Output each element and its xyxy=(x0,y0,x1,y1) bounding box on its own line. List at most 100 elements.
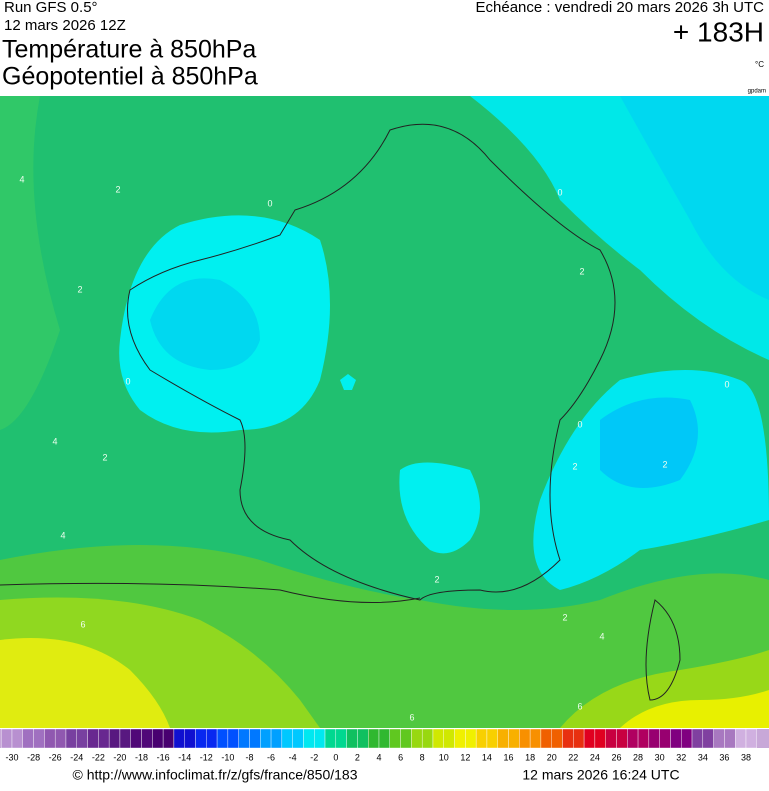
colorbar-label: 10 xyxy=(439,752,449,762)
colorbar-cell xyxy=(594,728,606,749)
colorbar-cell xyxy=(368,728,380,749)
colorbar-label: -2 xyxy=(310,752,318,762)
colorbar-cell xyxy=(1,728,13,749)
colorbar-cell xyxy=(65,728,77,749)
colorbar-label: 30 xyxy=(655,752,665,762)
credit: gpdam xyxy=(748,89,766,95)
colorbar-label: 8 xyxy=(420,752,425,762)
colorbar-cell xyxy=(670,728,682,749)
colorbar-cell xyxy=(281,728,293,749)
colorbar-cell xyxy=(421,728,434,749)
colorbar-cell xyxy=(141,728,153,749)
colorbar-label: 14 xyxy=(482,752,492,762)
colorbar-label: 16 xyxy=(504,752,514,762)
colorbar-cell xyxy=(260,728,272,749)
contour-label: 2 xyxy=(77,284,82,294)
colorbar-cell xyxy=(681,728,693,749)
colorbar-cell xyxy=(173,728,185,749)
colorbar-cell xyxy=(44,728,56,749)
colorbar-cell xyxy=(529,728,542,749)
lead-time: + 183H xyxy=(673,16,764,47)
colorbar-cell xyxy=(162,728,175,749)
colorbar-label: -10 xyxy=(221,752,234,762)
colorbar-cell xyxy=(324,728,337,749)
colorbar-label: -26 xyxy=(49,752,62,762)
colorbar-cell xyxy=(573,728,585,749)
contour-label: 4 xyxy=(19,174,24,184)
colorbar-label: 34 xyxy=(698,752,708,762)
colorbar-cell xyxy=(713,728,725,749)
url: © http://www.infoclimat.fr/z/gfs/france/… xyxy=(73,767,358,783)
contour-label: 2 xyxy=(572,461,577,471)
colorbar-cell xyxy=(227,728,239,749)
colorbar-cell xyxy=(108,728,121,749)
colorbar-cell xyxy=(238,728,250,749)
contour-label: 6 xyxy=(409,712,414,722)
colorbar-cell xyxy=(389,728,401,749)
colorbar-cell xyxy=(130,728,142,749)
colorbar-label: -20 xyxy=(113,752,126,762)
colorbar-cell xyxy=(22,728,34,749)
contour-label: 0 xyxy=(577,419,582,429)
colorbar-cell xyxy=(411,728,423,749)
colorbar-cell xyxy=(346,728,358,749)
colorbar-label: 0 xyxy=(333,752,338,762)
colorbar-label: 36 xyxy=(719,752,729,762)
colorbar-label: -4 xyxy=(289,752,297,762)
colorbar-label: 20 xyxy=(547,752,557,762)
colorbar-cell xyxy=(702,728,714,749)
colorbar-cell xyxy=(508,728,520,749)
colorbar-cell xyxy=(378,728,390,749)
colorbar-cell xyxy=(432,728,444,749)
colorbar-cell xyxy=(98,728,110,749)
colorbar-cell xyxy=(627,728,639,749)
contour-labels: 4 2 0 2 0 2 0 2 0 2 0 2 4 2 4 6 6 2 4 6 xyxy=(19,174,729,722)
colorbar-label: 12 xyxy=(460,752,470,762)
contour-label: 2 xyxy=(562,612,567,622)
colorbar-cell xyxy=(33,728,45,749)
contour-label: 4 xyxy=(60,530,65,540)
valid-time: Echéance : vendredi 20 mars 2026 3h UTC xyxy=(476,0,765,16)
colorbar-label: -24 xyxy=(70,752,83,762)
colorbar-cell xyxy=(745,728,757,749)
colorbar-label: 28 xyxy=(633,752,643,762)
contour-label: 4 xyxy=(52,436,57,446)
unit: °C xyxy=(755,60,764,69)
colorbar-cell xyxy=(637,728,650,749)
colorbar-label: -14 xyxy=(178,752,191,762)
contour-label: 0 xyxy=(267,198,272,208)
colorbar-cell xyxy=(454,728,466,749)
colorbar-cell xyxy=(486,728,498,749)
run: Run GFS 0.5° xyxy=(4,0,98,16)
colorbar-label: -6 xyxy=(267,752,275,762)
colorbar-label: -12 xyxy=(200,752,213,762)
colorbar-cell xyxy=(292,728,304,749)
title: Température à 850hPa xyxy=(2,36,256,64)
created: 12 mars 2026 16:24 UTC xyxy=(522,767,679,783)
contour-label: 2 xyxy=(662,459,667,469)
colorbar-cell xyxy=(465,728,477,749)
colorbar-cell xyxy=(303,728,315,749)
colorbar-label: 26 xyxy=(611,752,621,762)
colorbar-label: 6 xyxy=(398,752,403,762)
colorbar-label: 2 xyxy=(355,752,360,762)
colorbar-cell xyxy=(691,728,704,749)
colorbar-cell xyxy=(616,728,628,749)
contour-label: 6 xyxy=(80,619,85,629)
colorbar-label: -18 xyxy=(135,752,148,762)
colorbar-label: 32 xyxy=(676,752,686,762)
colorbar-label: -22 xyxy=(92,752,105,762)
contour-label: 2 xyxy=(102,452,107,462)
contour-label: 6 xyxy=(577,701,582,711)
colorbar-cell xyxy=(551,728,563,749)
colorbar-cell xyxy=(497,728,509,749)
contour-label: 2 xyxy=(434,574,439,584)
colorbar-label: -8 xyxy=(245,752,253,762)
colorbar-cell xyxy=(648,728,660,749)
colorbar-cell xyxy=(11,728,23,749)
colorbar-label: -16 xyxy=(157,752,170,762)
colorbar-cell xyxy=(206,728,218,749)
colorbar-cell xyxy=(54,728,67,749)
colorbar-label: 4 xyxy=(376,752,381,762)
